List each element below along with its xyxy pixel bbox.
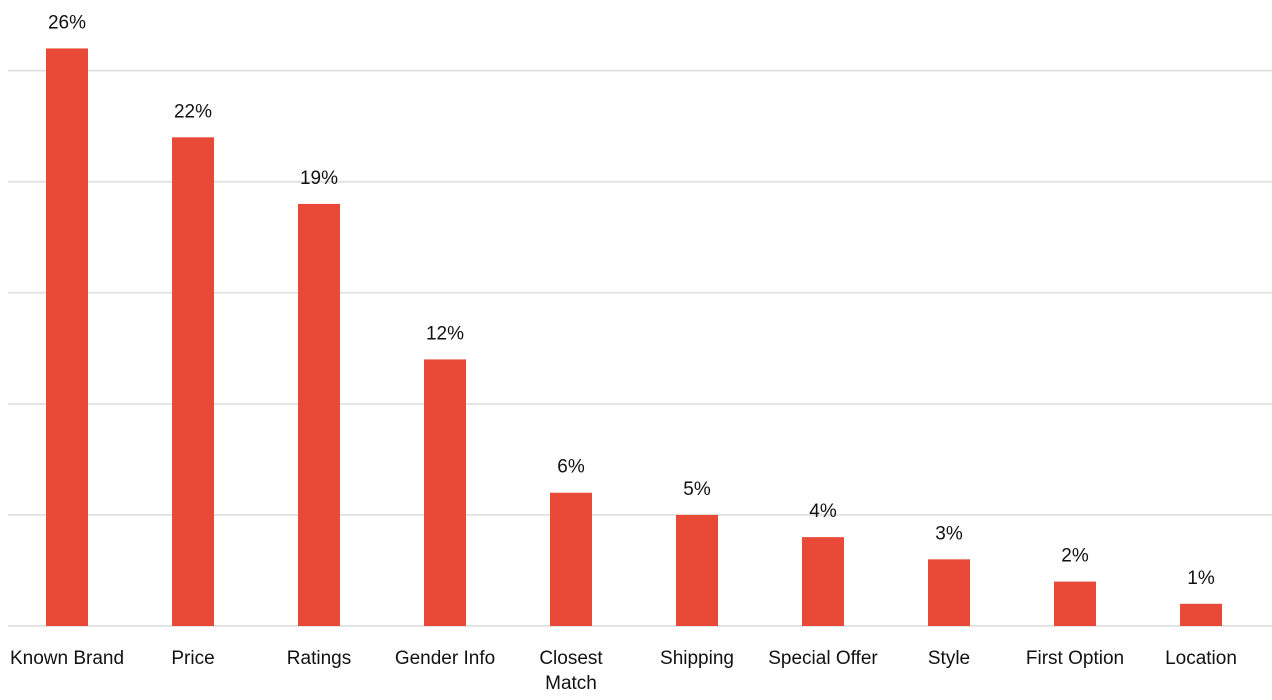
x-tick-label: Location: [1165, 648, 1237, 669]
data-label: 2%: [1061, 546, 1089, 567]
bar: [298, 203, 340, 626]
bar: [1180, 603, 1222, 626]
x-tick-label: Closest Match: [539, 648, 603, 694]
x-tick-label: Price: [171, 648, 215, 669]
data-label: 12%: [426, 323, 464, 344]
bar: [1054, 581, 1096, 626]
bar: [928, 559, 970, 626]
data-label: 26%: [48, 12, 86, 33]
bar: [424, 359, 466, 626]
x-tick-label: Gender Info: [394, 648, 496, 669]
data-label: 22%: [174, 101, 212, 122]
x-tick-label: First Option: [1025, 648, 1125, 669]
data-label: 3%: [935, 523, 963, 544]
bar: [172, 137, 214, 627]
data-label: 19%: [300, 168, 338, 189]
bar: [46, 48, 88, 626]
x-tick-label: Shipping: [660, 648, 734, 669]
bar: [802, 537, 844, 626]
data-label: 6%: [557, 457, 585, 478]
x-tick-label: Special Offer: [768, 648, 878, 669]
data-label: 4%: [809, 501, 837, 522]
bar: [676, 514, 718, 626]
data-label: 5%: [683, 479, 711, 500]
x-tick-label: Style: [927, 648, 971, 669]
data-label: 1%: [1187, 568, 1215, 589]
x-tick-label: Known Brand: [9, 648, 125, 669]
bar: [550, 492, 592, 626]
x-tick-label: Ratings: [286, 648, 352, 669]
